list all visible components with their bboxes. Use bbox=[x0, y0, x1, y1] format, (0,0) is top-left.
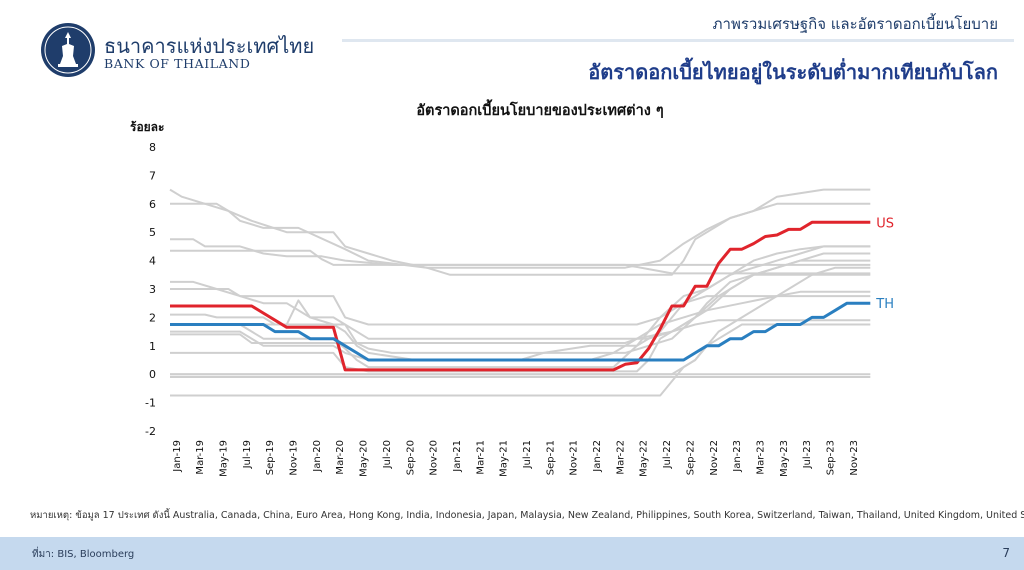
bank-name-english: BANK OF THAILAND bbox=[104, 56, 251, 71]
y-tick-label: 1 bbox=[149, 340, 156, 353]
y-tick-label: 6 bbox=[149, 198, 156, 211]
other-country-series-line bbox=[170, 290, 871, 361]
x-tick-label: Sep-22 bbox=[685, 440, 696, 475]
other-country-series-line bbox=[170, 249, 871, 266]
policy-rate-line-chart: US TH -2 -1 0 1 2 3 4 5 6 7 8 Jan-19 Mar-19 May-19 Jul… bbox=[130, 120, 894, 477]
x-tick-label: May-22 bbox=[639, 440, 650, 477]
x-tick-label: May-20 bbox=[359, 440, 370, 477]
page-number: 7 bbox=[1002, 546, 1010, 560]
other-country-series-line bbox=[170, 273, 871, 340]
x-tick-label: Mar-19 bbox=[195, 440, 206, 475]
y-tick-label: 5 bbox=[149, 226, 156, 239]
other-country-series-line bbox=[170, 288, 871, 326]
x-tick-label: Jul-19 bbox=[242, 440, 253, 469]
x-tick-label: Jul-23 bbox=[802, 440, 813, 469]
y-tick-label: 8 bbox=[149, 141, 156, 154]
x-tick-label: Nov-23 bbox=[849, 440, 860, 476]
x-tick-label: Jan-23 bbox=[732, 440, 743, 473]
other-country-series-group bbox=[169, 188, 871, 397]
x-tick-label: Jan-20 bbox=[312, 440, 323, 473]
x-tick-label: Sep-23 bbox=[826, 440, 837, 475]
y-tick-label: 3 bbox=[149, 283, 156, 296]
x-tick-label: Mar-23 bbox=[755, 440, 766, 475]
x-tick-label: Nov-22 bbox=[709, 440, 720, 476]
x-axis: Jan-19 Mar-19 May-19 Jul-19 Sep-19 Nov-19 Jan-… bbox=[172, 440, 860, 477]
x-tick-label: Jul-22 bbox=[662, 440, 673, 469]
y-axis: -2 -1 0 1 2 3 4 5 6 7 8 bbox=[145, 141, 156, 438]
y-tick-label: 0 bbox=[149, 368, 156, 381]
x-tick-label: Jul-20 bbox=[382, 440, 393, 469]
other-country-series-line bbox=[170, 259, 871, 373]
slide-title: อัตราดอกเบี้ยไทยอยู่ในระดับต่ำมากเทียบกั… bbox=[588, 60, 998, 84]
header-divider bbox=[342, 39, 1014, 42]
section-title: ภาพรวมเศรษฐกิจ และอัตราดอกเบี้ยนโยบาย bbox=[712, 15, 998, 33]
highlighted-series-group: US TH bbox=[170, 216, 894, 372]
bank-of-thailand-seal-icon bbox=[41, 23, 95, 77]
x-tick-label: Jan-21 bbox=[452, 440, 463, 473]
series-label-us: US bbox=[876, 216, 894, 231]
other-country-series-line bbox=[170, 238, 871, 275]
y-tick-label: 2 bbox=[149, 311, 156, 324]
chart-title: อัตราดอกเบี้ยนโยบายของประเทศต่าง ๆ bbox=[416, 103, 664, 119]
x-tick-label: May-19 bbox=[219, 440, 230, 477]
other-country-series-line bbox=[169, 188, 871, 276]
footer-bar: ที่มา: BIS, Bloomberg 7 bbox=[0, 537, 1024, 570]
slide-header: ธนาคารแห่งประเทศไทย BANK OF THAILAND ภาพ… bbox=[0, 0, 1024, 92]
x-tick-label: Jul-21 bbox=[522, 440, 533, 469]
series-label-th: TH bbox=[875, 297, 894, 312]
series-line-th bbox=[170, 301, 871, 362]
x-tick-label: Mar-20 bbox=[335, 440, 346, 475]
x-tick-label: Mar-21 bbox=[475, 440, 486, 475]
x-tick-label: Sep-19 bbox=[265, 440, 276, 475]
other-country-series-line bbox=[170, 323, 871, 397]
x-tick-label: Mar-22 bbox=[615, 440, 626, 475]
x-tick-label: Jan-22 bbox=[592, 440, 603, 473]
y-axis-label: ร้อยละ bbox=[130, 120, 164, 134]
x-tick-label: Sep-21 bbox=[545, 440, 556, 475]
x-tick-label: Jan-19 bbox=[172, 440, 183, 473]
x-tick-label: Nov-19 bbox=[289, 440, 300, 476]
bank-name-thai: ธนาคารแห่งประเทศไทย bbox=[104, 34, 315, 58]
source-note: ที่มา: BIS, Bloomberg bbox=[32, 549, 135, 560]
y-tick-label: 7 bbox=[149, 169, 156, 182]
x-tick-label: Nov-21 bbox=[569, 440, 580, 476]
series-line-us bbox=[170, 220, 871, 372]
y-tick-label: -2 bbox=[145, 425, 156, 438]
y-tick-label: -1 bbox=[145, 397, 156, 410]
chart-footnote: หมายเหตุ: ข้อมูล 17 ประเทศ ดังนี้ Austra… bbox=[30, 510, 1024, 521]
y-tick-label: 4 bbox=[149, 255, 156, 268]
x-tick-label: Sep-20 bbox=[405, 440, 416, 475]
x-tick-label: May-23 bbox=[779, 440, 790, 477]
x-tick-label: May-21 bbox=[499, 440, 510, 477]
x-tick-label: Nov-20 bbox=[429, 440, 440, 476]
other-country-series-line bbox=[170, 319, 871, 344]
